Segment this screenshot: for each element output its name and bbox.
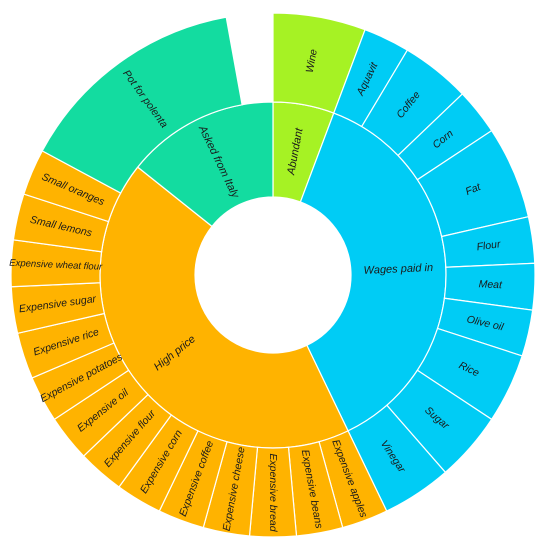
outer-label-fat: Fat	[464, 181, 484, 198]
inner-label-wages-paid-in: Wages paid in	[363, 262, 433, 277]
outer-label-expensive-wheat-flour: Expensive wheat flour	[9, 258, 103, 273]
outer-label-expensive-bread: Expensive bread	[267, 453, 279, 532]
outer-label-meat: Meat	[478, 278, 503, 291]
outer-label-wine: Wine	[304, 48, 320, 74]
outer-segment-pot-for-polenta[interactable]	[41, 16, 243, 194]
outer-label-flour: Flour	[476, 238, 502, 253]
